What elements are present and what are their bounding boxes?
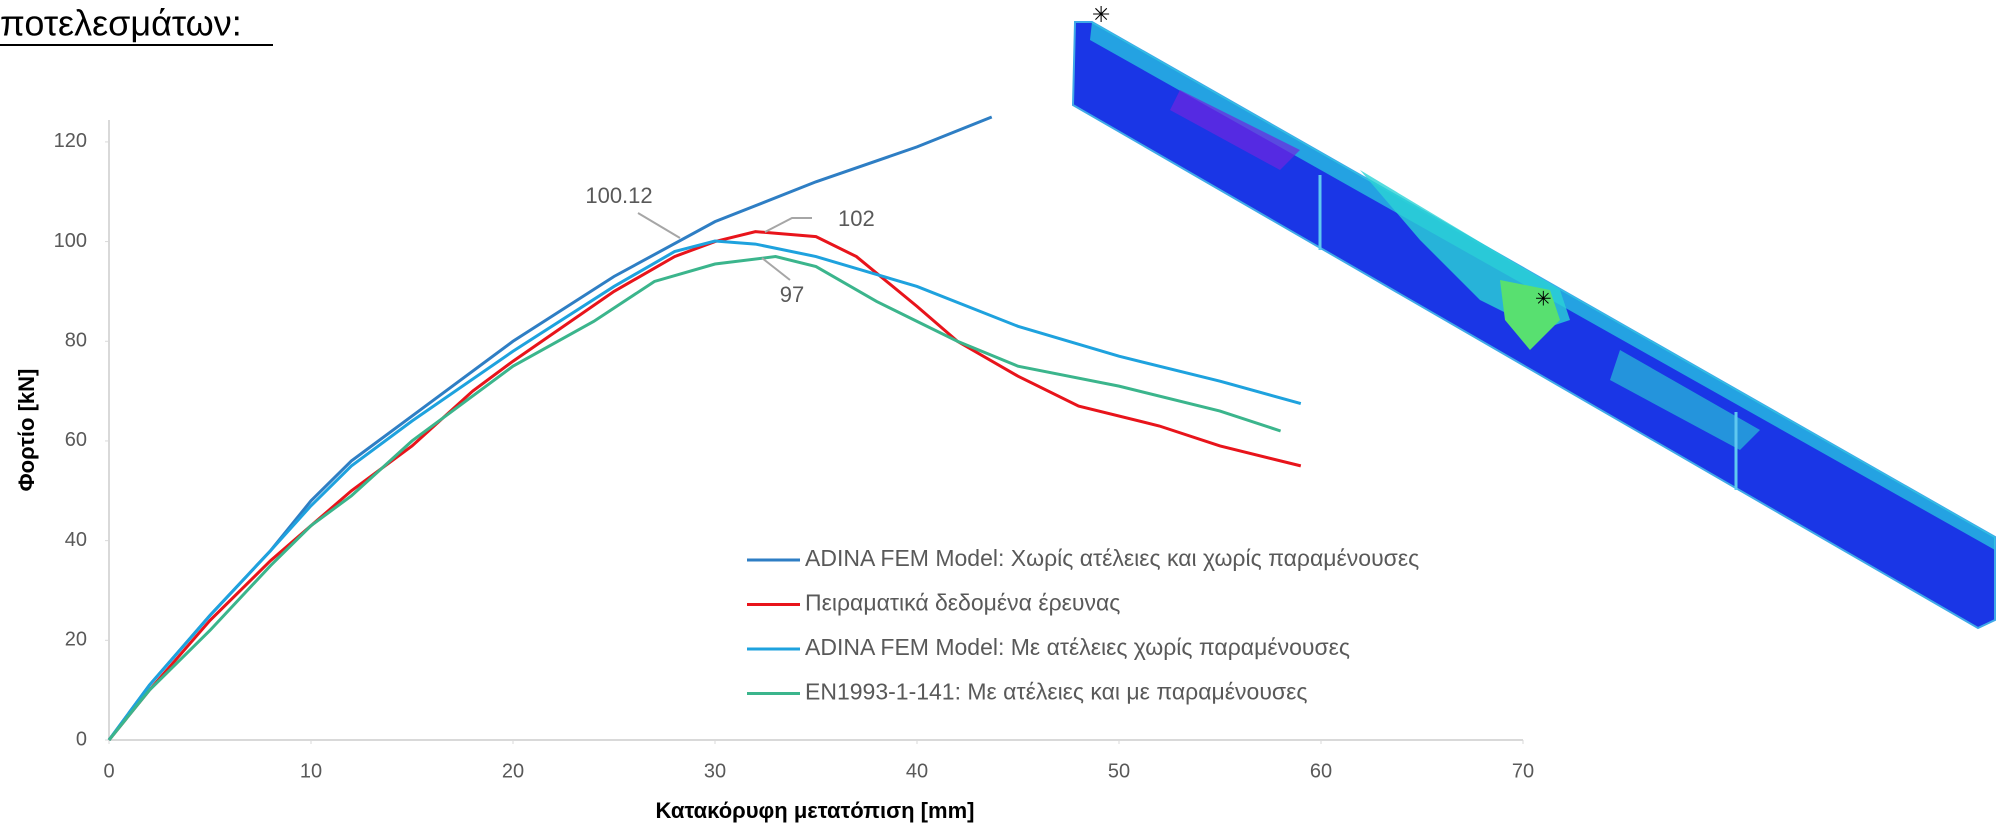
x-tick-label: 70 [1512, 760, 1534, 782]
y-tick-label: 0 [76, 728, 87, 750]
y-axis-label: Φορτίο [kN] [14, 369, 39, 492]
y-tick-label: 120 [54, 130, 87, 152]
y-tick-label: 40 [65, 529, 87, 551]
legend-label: EN1993-1-141: Με ατέλειες και με παραμέν… [805, 679, 1307, 705]
y-tick-label: 80 [65, 330, 87, 352]
annotation: 102 [838, 206, 875, 231]
x-tick-label: 60 [1310, 760, 1332, 782]
series-line [109, 232, 1301, 740]
legend-label: ADINA FEM Model: Χωρίς ατέλειες και χωρί… [805, 545, 1419, 571]
y-tick-label: 20 [65, 629, 87, 651]
page: ποτελεσμάτων: ✳ ✳ Κατακόρυφη μετατόπιση … [0, 0, 2008, 826]
page-title: ποτελεσμάτων: [0, 3, 242, 44]
y-tick-label: 100 [54, 230, 87, 252]
x-tick-label: 0 [103, 760, 114, 782]
y-tick-label: 60 [65, 429, 87, 451]
node-marker: ✳ [1535, 288, 1552, 310]
node-marker: ✳ [1092, 2, 1110, 27]
annotation-leader [638, 213, 680, 238]
legend-label: ADINA FEM Model: Με ατέλειες χωρίς παραμ… [805, 634, 1350, 660]
series-line [109, 241, 1301, 740]
x-tick-label: 30 [704, 760, 726, 782]
x-tick-label: 10 [300, 760, 322, 782]
x-axis-label: Κατακόρυφη μετατόπιση [mm] [656, 798, 975, 823]
annotation: 100.12 [585, 183, 652, 208]
annotation: 97 [780, 282, 804, 307]
fem-image: ✳ ✳ [1073, 2, 1995, 628]
annotation-leader [762, 258, 790, 280]
series-line [109, 257, 1281, 740]
x-tick-label: 40 [906, 760, 928, 782]
x-tick-label: 20 [502, 760, 524, 782]
legend-label: Πειραματικά δεδομένα έρευνας [805, 590, 1120, 616]
x-tick-label: 50 [1108, 760, 1130, 782]
annotation-leader [765, 218, 812, 232]
